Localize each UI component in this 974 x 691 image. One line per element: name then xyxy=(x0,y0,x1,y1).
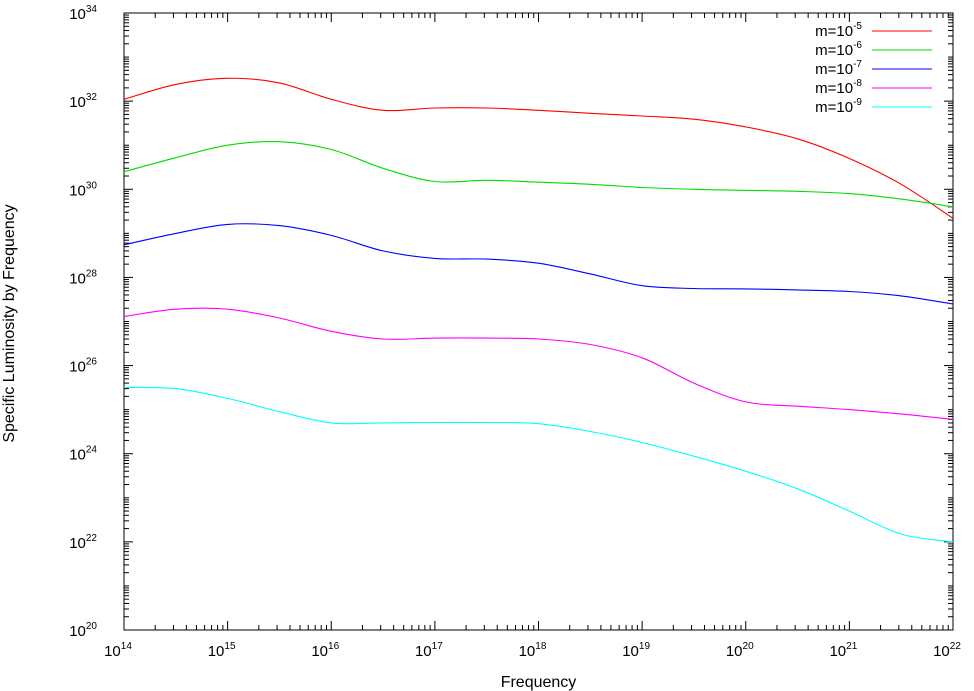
series-line-3 xyxy=(123,223,954,305)
x-tick-label: 1017 xyxy=(415,641,443,660)
series-line-4 xyxy=(123,307,954,420)
x-tick-label: 1015 xyxy=(208,641,236,660)
x-tick-labels: 1014 1015 1016 1017 1018 1019 1020 1021 1022 xyxy=(104,641,961,660)
y-tick-label: 1032 xyxy=(69,92,97,111)
legend-label-1: m=10-5 xyxy=(815,21,862,40)
x-tick-label: 1020 xyxy=(726,641,754,660)
legend-label-2: m=10-6 xyxy=(815,40,862,59)
legend-label-5: m=10-9 xyxy=(815,97,862,116)
tick-marks xyxy=(123,13,953,631)
y-tick-label: 1028 xyxy=(69,268,97,287)
x-tick-label: 1022 xyxy=(933,641,961,660)
series-line-1 xyxy=(123,77,954,219)
series-line-2 xyxy=(123,140,954,208)
y-axis-title: Specific Luminosity by Frequency xyxy=(1,204,18,442)
x-tick-label: 1016 xyxy=(311,641,339,660)
series-lines xyxy=(123,77,954,543)
y-tick-labels: 1020 1022 1024 1026 1028 1030 1032 1034 xyxy=(69,4,97,640)
y-tick-label: 1022 xyxy=(69,533,97,552)
series-line-5 xyxy=(123,386,954,543)
x-tick-label: 1014 xyxy=(104,641,132,660)
legend: m=10-5m=10-6m=10-7m=10-8m=10-9 xyxy=(815,21,932,116)
y-tick-label: 1030 xyxy=(69,180,97,199)
legend-label-4: m=10-8 xyxy=(815,78,862,97)
x-tick-label: 1021 xyxy=(829,641,857,660)
y-tick-label: 1034 xyxy=(69,4,97,23)
x-axis-title: Frequency xyxy=(501,674,577,691)
legend-label-3: m=10-7 xyxy=(815,59,862,78)
x-tick-label: 1018 xyxy=(519,641,547,660)
y-tick-label: 1026 xyxy=(69,357,97,376)
x-tick-label: 1019 xyxy=(622,641,650,660)
y-tick-label: 1024 xyxy=(69,445,97,464)
y-tick-label: 1020 xyxy=(69,621,97,640)
